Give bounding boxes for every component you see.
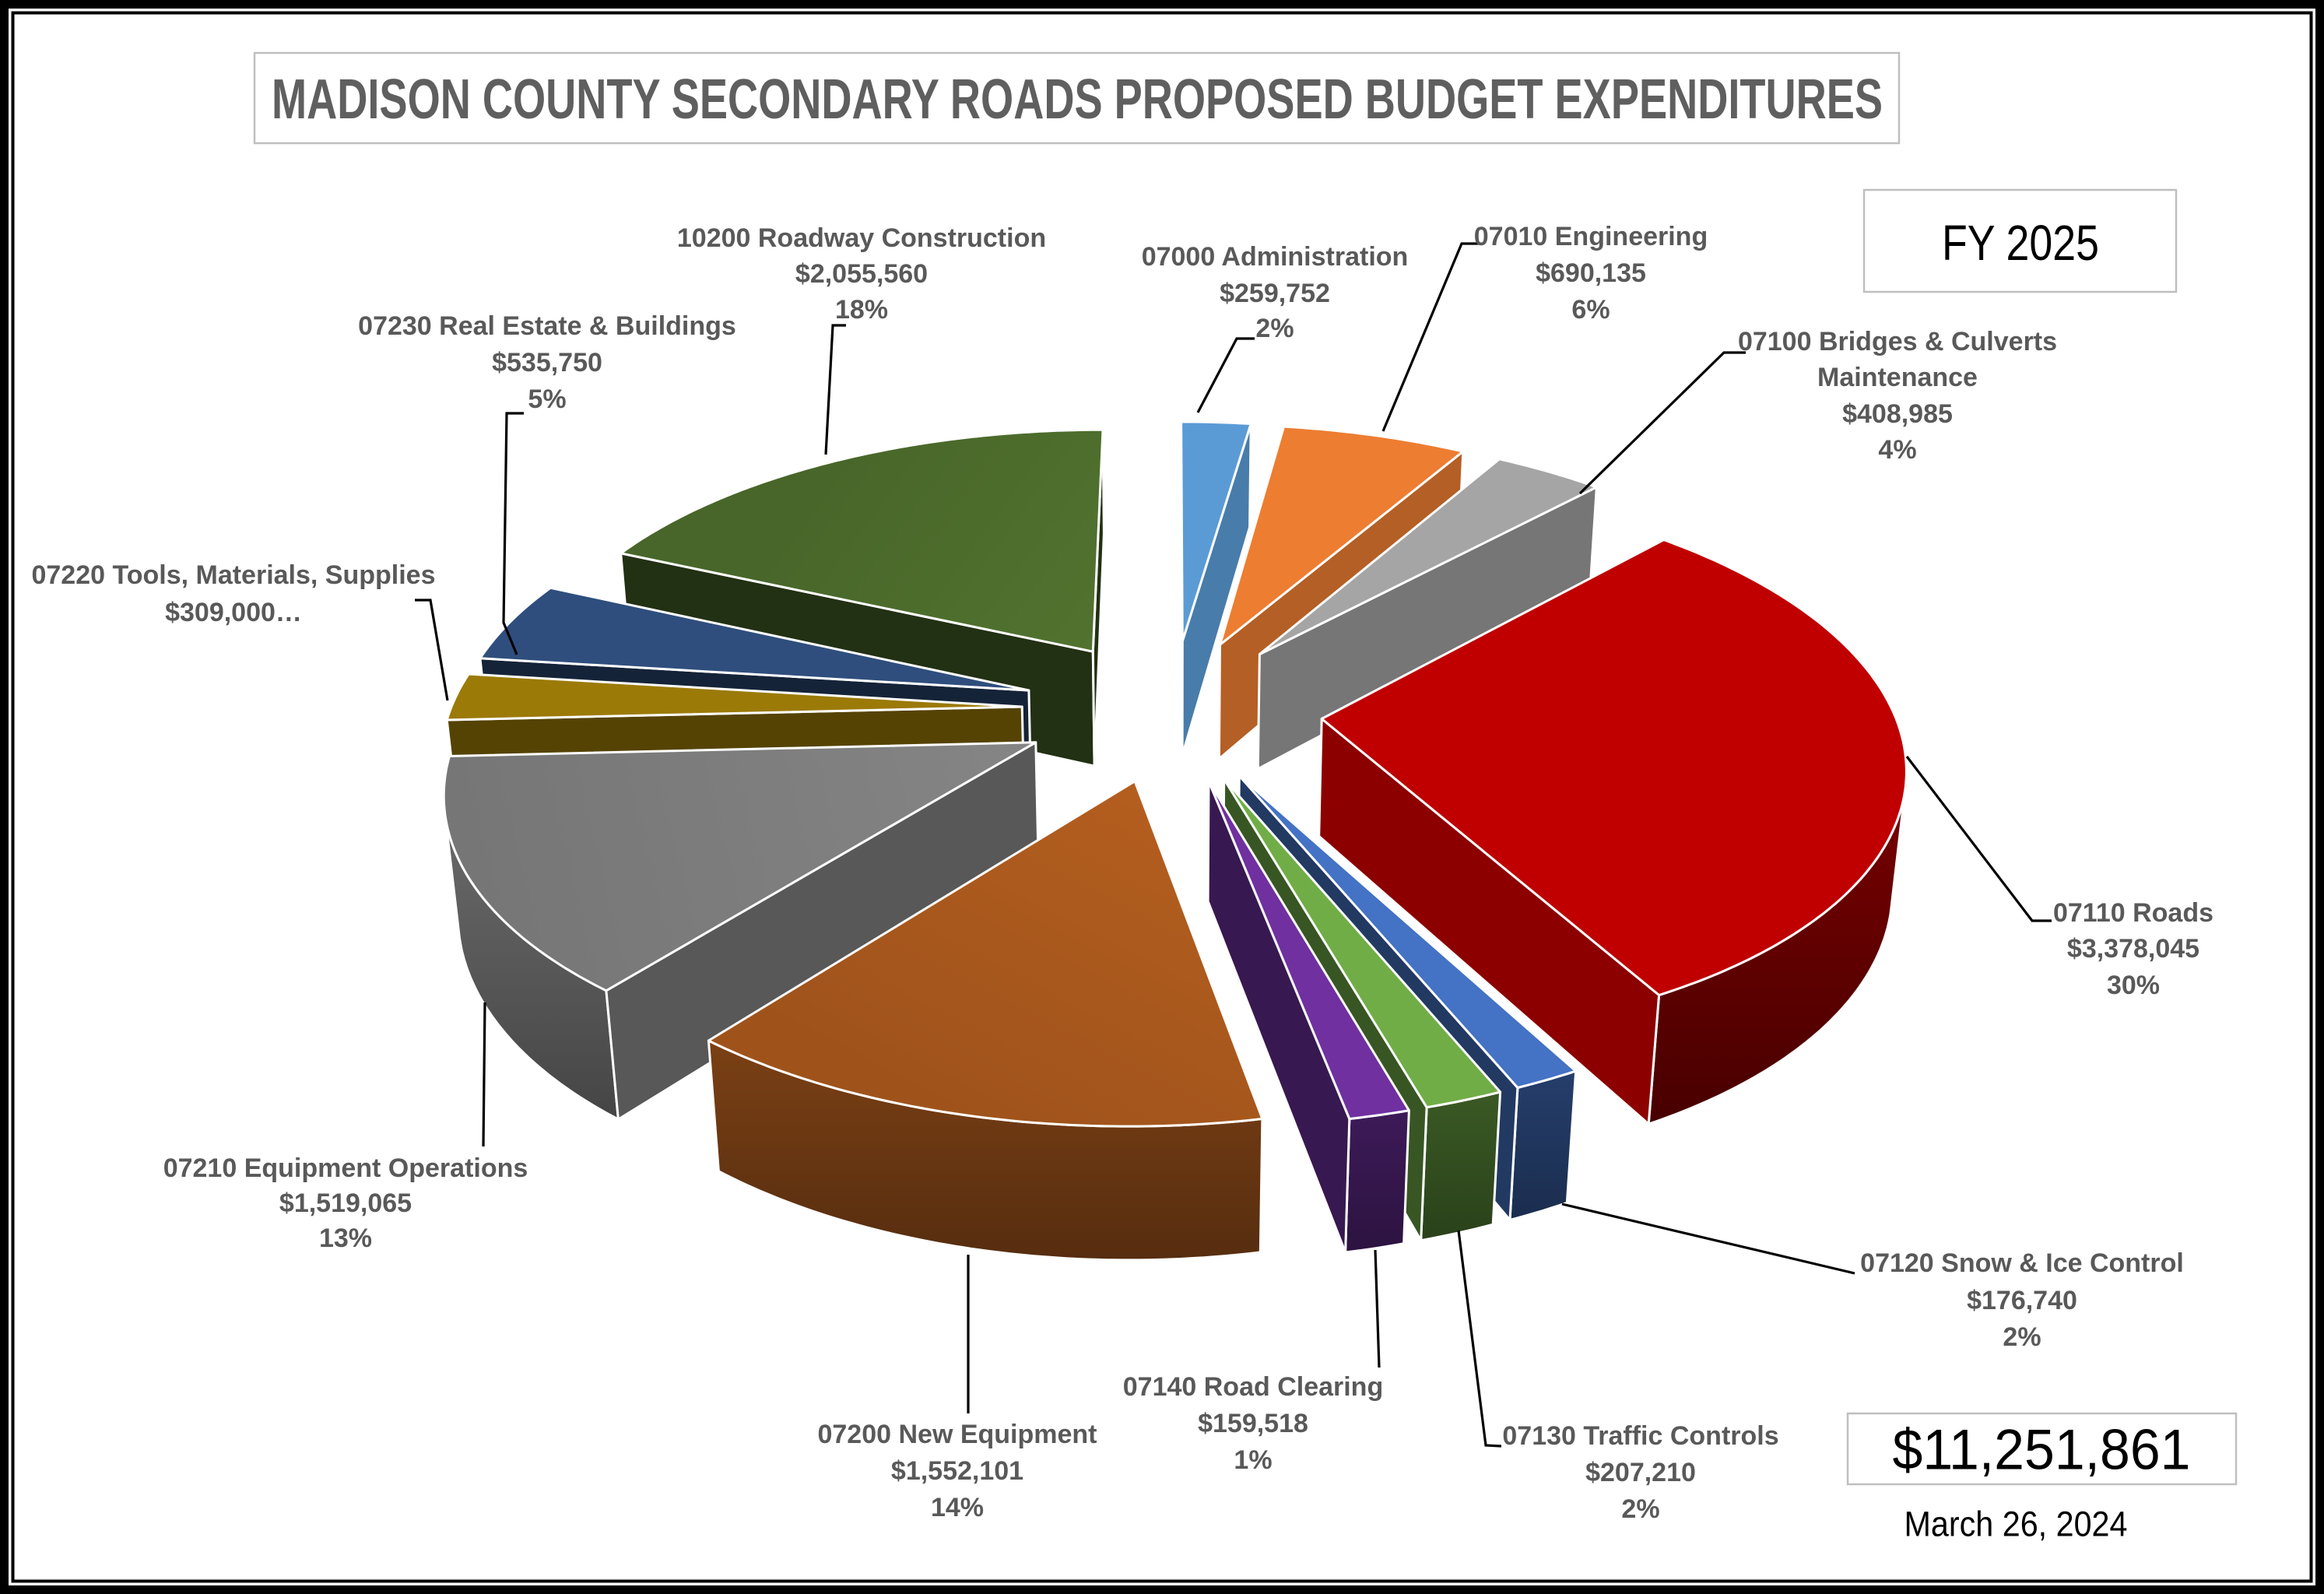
svg-text:07100 Bridges & Culverts: 07100 Bridges & Culverts — [1738, 327, 2057, 356]
svg-text:6%: 6% — [1571, 295, 1610, 325]
svg-text:13%: 13% — [319, 1224, 372, 1253]
svg-text:$11,251,861: $11,251,861 — [1893, 1419, 2191, 1482]
svg-text:$3,378,045: $3,378,045 — [2067, 934, 2199, 964]
svg-text:07230 Real Estate & Buildings: 07230 Real Estate & Buildings — [358, 311, 736, 341]
svg-text:4%: 4% — [1878, 435, 1916, 465]
svg-text:07130 Traffic Controls: 07130 Traffic Controls — [1502, 1421, 1778, 1451]
svg-text:March 26, 2024: March 26, 2024 — [1904, 1504, 2128, 1544]
svg-text:2%: 2% — [2003, 1322, 2041, 1352]
svg-text:1%: 1% — [1234, 1445, 1272, 1475]
svg-text:2%: 2% — [1255, 314, 1294, 343]
svg-text:$207,210: $207,210 — [1585, 1458, 1696, 1487]
svg-text:30%: 30% — [2107, 971, 2160, 1000]
svg-text:2%: 2% — [1621, 1494, 1659, 1524]
svg-text:$1,552,101: $1,552,101 — [891, 1456, 1023, 1486]
svg-text:$2,055,560: $2,055,560 — [795, 259, 928, 289]
svg-text:$408,985: $408,985 — [1842, 399, 1953, 429]
svg-text:07110 Roads: 07110 Roads — [2053, 898, 2213, 928]
svg-text:$259,752: $259,752 — [1220, 279, 1330, 308]
svg-text:FY 2025: FY 2025 — [1942, 215, 2099, 271]
svg-text:$309,000…: $309,000… — [165, 598, 302, 627]
svg-text:MADISON COUNTY SECONDARY ROADS: MADISON COUNTY SECONDARY ROADS PROPOSED … — [272, 68, 1883, 131]
svg-text:5%: 5% — [528, 384, 566, 414]
svg-text:07120 Snow & Ice Control: 07120 Snow & Ice Control — [1860, 1248, 2184, 1278]
svg-text:07200 New Equipment: 07200 New Equipment — [817, 1420, 1097, 1449]
svg-text:Maintenance: Maintenance — [1817, 363, 1978, 392]
svg-text:$176,740: $176,740 — [1967, 1286, 2077, 1315]
svg-text:18%: 18% — [835, 295, 888, 325]
svg-text:07210 Equipment Operations: 07210 Equipment Operations — [163, 1153, 528, 1183]
svg-text:$1,519,065: $1,519,065 — [279, 1188, 412, 1218]
svg-text:$159,518: $159,518 — [1198, 1409, 1308, 1438]
svg-text:$535,750: $535,750 — [492, 348, 602, 377]
svg-text:10200 Roadway Construction: 10200 Roadway Construction — [677, 223, 1046, 253]
svg-text:07000 Administration: 07000 Administration — [1142, 242, 1409, 272]
svg-text:14%: 14% — [931, 1493, 984, 1522]
svg-text:$690,135: $690,135 — [1536, 258, 1646, 288]
svg-text:07010 Engineering: 07010 Engineering — [1474, 222, 1708, 251]
svg-text:07220 Tools, Materials, Suppli: 07220 Tools, Materials, Supplies — [31, 560, 435, 590]
svg-text:07140 Road Clearing: 07140 Road Clearing — [1123, 1372, 1383, 1402]
